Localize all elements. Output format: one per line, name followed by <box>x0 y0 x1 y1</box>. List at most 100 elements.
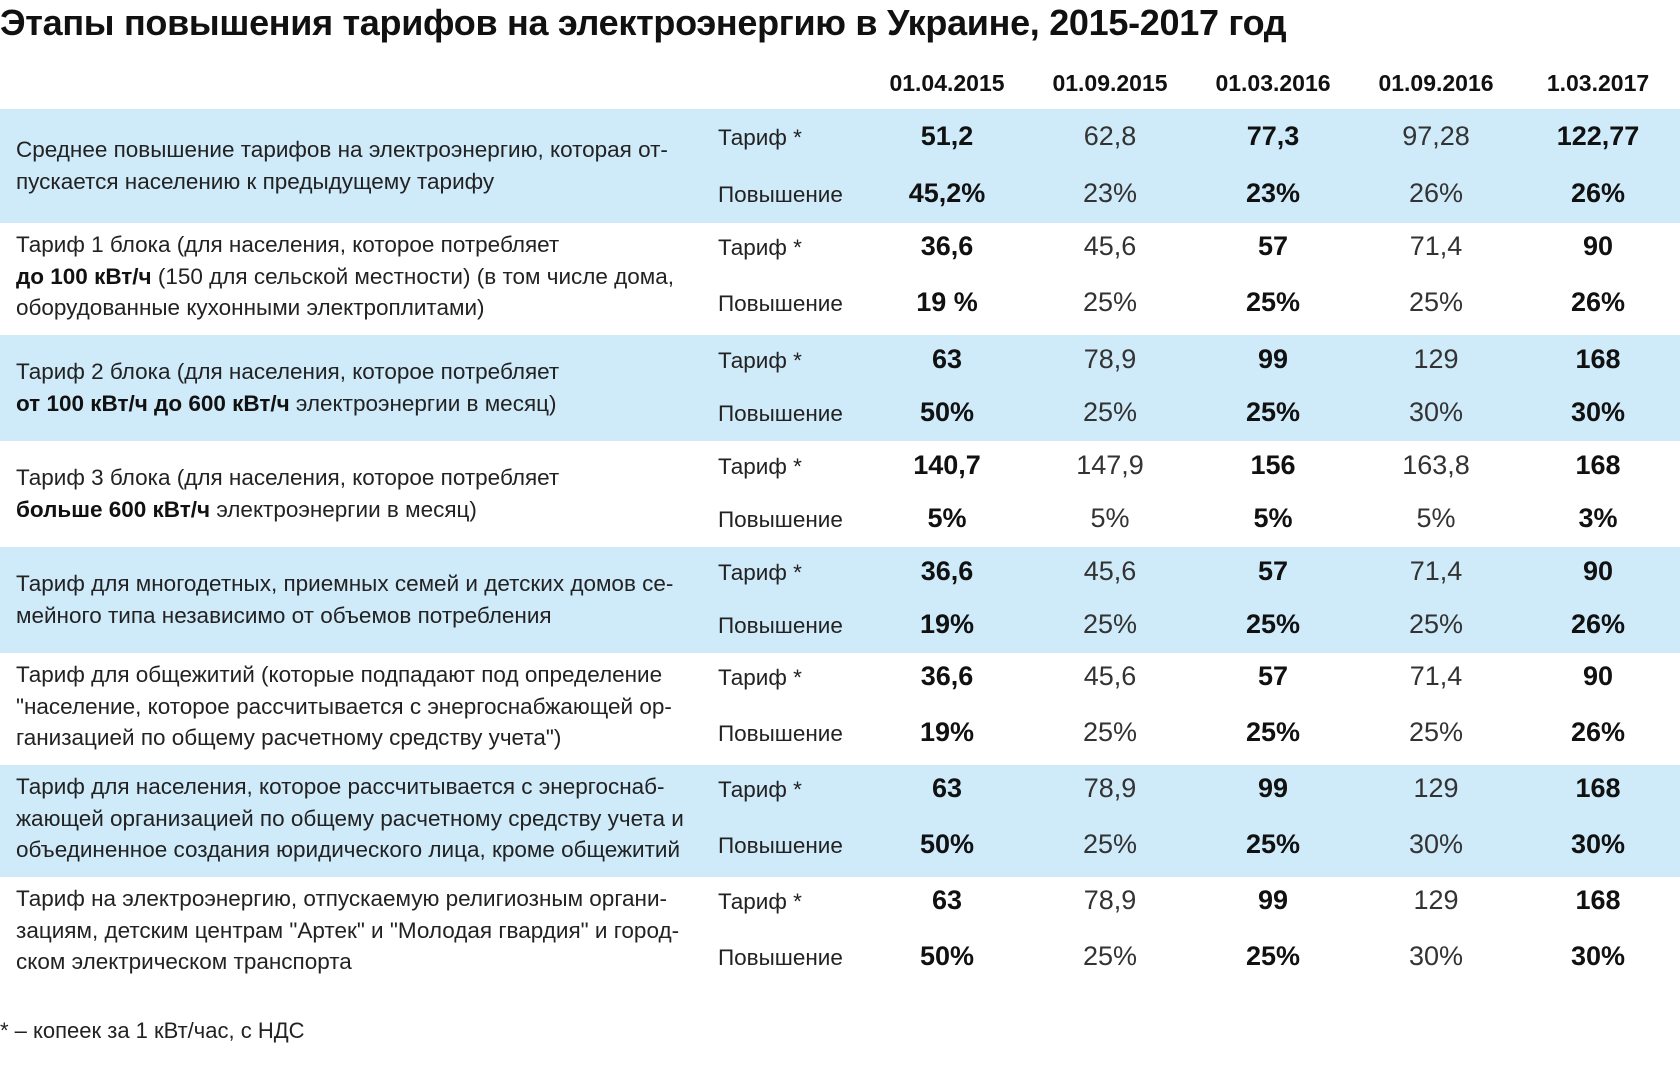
date-column-header: 1.03.2017 <box>1546 70 1650 96</box>
tariff-value: 168 <box>1575 885 1621 915</box>
description-line: объединенное создания юридического лица,… <box>16 837 681 862</box>
increase-value: 19 % <box>916 287 978 317</box>
increase-value: 25% <box>1408 609 1464 639</box>
date-column-header: 01.09.2015 <box>1052 70 1168 96</box>
tariff-value: 129 <box>1413 885 1459 915</box>
tariff-value: 63 <box>931 344 963 374</box>
description-line: Тариф 2 блока (для населения, которое по… <box>16 359 560 384</box>
tariff-label: Тариф * <box>718 454 802 479</box>
increase-value: 19% <box>919 717 975 747</box>
tariff-value: 71,4 <box>1409 231 1463 261</box>
tariff-value: 57 <box>1257 556 1289 586</box>
date-header-row: 01.04.2015 01.09.2015 01.03.2016 01.09.2… <box>0 70 1680 100</box>
date-column-header: 01.04.2015 <box>889 70 1005 96</box>
tariff-value: 90 <box>1582 661 1614 691</box>
tariff-value: 77,3 <box>1246 121 1300 151</box>
increase-value: 23% <box>1245 178 1301 208</box>
row-description: Тариф для общежитий (которые подпадают п… <box>16 659 686 754</box>
description-line: Тариф на электроэнергию, отпускаемую рел… <box>16 886 668 911</box>
description-line: Тариф для многодетных, приемных семей и … <box>16 571 674 596</box>
table-row: Тариф на электроэнергию, отпускаемую рел… <box>0 877 1680 989</box>
row-description: Тариф для многодетных, приемных семей и … <box>16 568 686 631</box>
increase-value: 3% <box>1578 503 1618 533</box>
row-description: Тариф для населения, которое рассчитывае… <box>16 771 686 866</box>
tariff-value: 63 <box>931 773 963 803</box>
increase-value: 26% <box>1570 609 1626 639</box>
increase-label: Повышение <box>718 507 843 532</box>
description-line: Тариф 1 блока (для населения, которое по… <box>16 232 560 257</box>
tariff-label: Тариф * <box>718 560 802 585</box>
row-description: Тариф 3 блока (для населения, которое по… <box>16 462 686 525</box>
description-emphasis: до 100 кВт/ч <box>16 263 152 289</box>
increase-label: Повышение <box>718 833 843 858</box>
tariff-value: 62,8 <box>1083 121 1137 151</box>
increase-value: 19% <box>919 609 975 639</box>
tariff-value: 99 <box>1257 773 1289 803</box>
description-line: оборудованные кухонными электроплитами) <box>16 295 485 320</box>
tariff-value: 168 <box>1575 773 1621 803</box>
increase-value: 23% <box>1082 178 1138 208</box>
increase-value: 25% <box>1082 829 1138 859</box>
increase-value: 26% <box>1570 717 1626 747</box>
footnote: * – копеек за 1 кВт/час, с НДС <box>0 1018 305 1043</box>
increase-value: 5% <box>1416 503 1456 533</box>
tariff-value: 163,8 <box>1402 450 1470 480</box>
increase-value: 25% <box>1245 609 1301 639</box>
description-line: до 100 кВт/ч (150 для сельской местности… <box>16 261 686 293</box>
increase-label: Повышение <box>718 613 843 638</box>
tariff-value: 147,9 <box>1076 450 1144 480</box>
table-row: Среднее повышение тарифов на электроэнер… <box>0 109 1680 223</box>
description-text: (150 для сельской местности) (в том числ… <box>151 263 675 289</box>
increase-label: Повышение <box>718 291 843 316</box>
increase-label: Повышение <box>718 401 843 426</box>
tariff-value: 57 <box>1257 661 1289 691</box>
increase-value: 25% <box>1082 287 1138 317</box>
tariff-label: Тариф * <box>718 665 802 690</box>
tariff-value: 36,6 <box>920 556 974 586</box>
description-line: ганизацией по общему расчетному средству… <box>16 725 562 750</box>
description-text: электроэнергии в месяц) <box>289 390 557 416</box>
description-line: от 100 кВт/ч до 600 кВт/ч электроэнергии… <box>16 388 686 420</box>
table-row: Тариф 3 блока (для населения, которое по… <box>0 441 1680 547</box>
tariff-value: 78,9 <box>1083 885 1137 915</box>
increase-label: Повышение <box>718 721 843 746</box>
tariff-value: 140,7 <box>913 450 981 480</box>
description-line: Тариф для населения, которое рассчитывае… <box>16 774 665 799</box>
tariff-value: 129 <box>1413 773 1459 803</box>
increase-value: 25% <box>1082 941 1138 971</box>
increase-value: 30% <box>1408 941 1464 971</box>
date-column-header: 01.03.2016 <box>1215 70 1331 96</box>
increase-value: 30% <box>1408 829 1464 859</box>
tariff-value: 45,6 <box>1083 661 1137 691</box>
increase-value: 50% <box>919 829 975 859</box>
increase-value: 26% <box>1408 178 1464 208</box>
tariff-label: Тариф * <box>718 889 802 914</box>
description-line: зациям, детским центрам "Артек" и "Молод… <box>16 917 680 943</box>
increase-value: 50% <box>919 397 975 427</box>
increase-label: Повышение <box>718 182 843 207</box>
increase-value: 26% <box>1570 178 1626 208</box>
description-line: Тариф 3 блока (для населения, которое по… <box>16 465 560 490</box>
description-line: Тариф для общежитий (которые подпадают п… <box>16 662 663 687</box>
tariff-value: 168 <box>1575 344 1621 374</box>
table-row: Тариф 2 блока (для населения, которое по… <box>0 335 1680 441</box>
tariff-value: 99 <box>1257 344 1289 374</box>
tariff-value: 90 <box>1582 231 1614 261</box>
increase-value: 25% <box>1245 829 1301 859</box>
tariff-value: 168 <box>1575 450 1621 480</box>
tariff-value: 51,2 <box>920 121 974 151</box>
increase-value: 25% <box>1408 717 1464 747</box>
description-line: "население, которое рассчитывается с эне… <box>16 693 672 719</box>
increase-value: 25% <box>1245 397 1301 427</box>
increase-value: 25% <box>1245 717 1301 747</box>
tariff-value: 122,77 <box>1556 121 1640 151</box>
increase-value: 25% <box>1082 397 1138 427</box>
table-row: Тариф 1 блока (для населения, которое по… <box>0 223 1680 335</box>
increase-value: 25% <box>1408 287 1464 317</box>
increase-value: 25% <box>1082 609 1138 639</box>
increase-value: 30% <box>1570 829 1626 859</box>
table-row: Тариф для многодетных, приемных семей и … <box>0 547 1680 653</box>
tariff-label: Тариф * <box>718 777 802 802</box>
increase-value: 45,2% <box>908 178 986 208</box>
tariff-label: Тариф * <box>718 125 802 150</box>
